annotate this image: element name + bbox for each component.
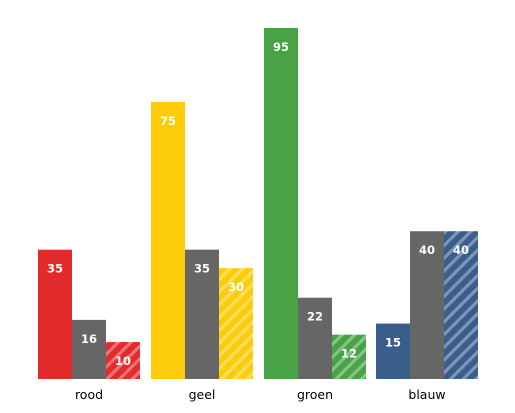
value-label-rood-series-3: 10 <box>115 354 131 368</box>
value-label-geel-series-1: 75 <box>160 114 176 128</box>
category-label-blauw: blauw <box>408 387 445 402</box>
value-label-blauw-series-2: 40 <box>419 243 435 257</box>
value-label-blauw-series-3: 40 <box>453 243 469 257</box>
category-label-rood: rood <box>75 387 103 402</box>
bar-rood-series-1 <box>38 249 72 379</box>
value-label-groen-series-3: 12 <box>341 347 357 361</box>
value-label-rood-series-1: 35 <box>47 262 63 276</box>
bar-groen-series-3 <box>332 334 366 379</box>
value-label-blauw-series-1: 15 <box>385 336 401 350</box>
bar-rood-series-3 <box>106 342 140 379</box>
bar-geel-series-3 <box>219 268 253 379</box>
bars-layer <box>38 28 478 379</box>
bar-blauw-series-2 <box>410 231 444 379</box>
value-label-geel-series-3: 30 <box>228 280 244 294</box>
bar-blauw-series-3 <box>444 231 478 379</box>
value-label-geel-series-2: 35 <box>194 262 210 276</box>
bar-geel-series-2 <box>185 249 219 379</box>
value-label-groen-series-1: 95 <box>273 40 289 54</box>
value-label-groen-series-2: 22 <box>307 310 323 324</box>
bar-rood-series-2 <box>72 319 106 379</box>
category-labels-layer: rood geel groen blauw <box>75 387 446 402</box>
category-label-groen: groen <box>297 387 333 402</box>
value-labels-layer: 35 16 10 75 35 30 95 22 12 15 40 40 <box>47 40 469 368</box>
bar-blauw-series-1 <box>376 323 410 379</box>
category-label-geel: geel <box>189 387 216 402</box>
bar-geel-series-1 <box>151 101 185 379</box>
value-label-rood-series-2: 16 <box>81 332 97 346</box>
bar-groen-series-2 <box>298 297 332 379</box>
bar-groen-series-1 <box>264 28 298 379</box>
